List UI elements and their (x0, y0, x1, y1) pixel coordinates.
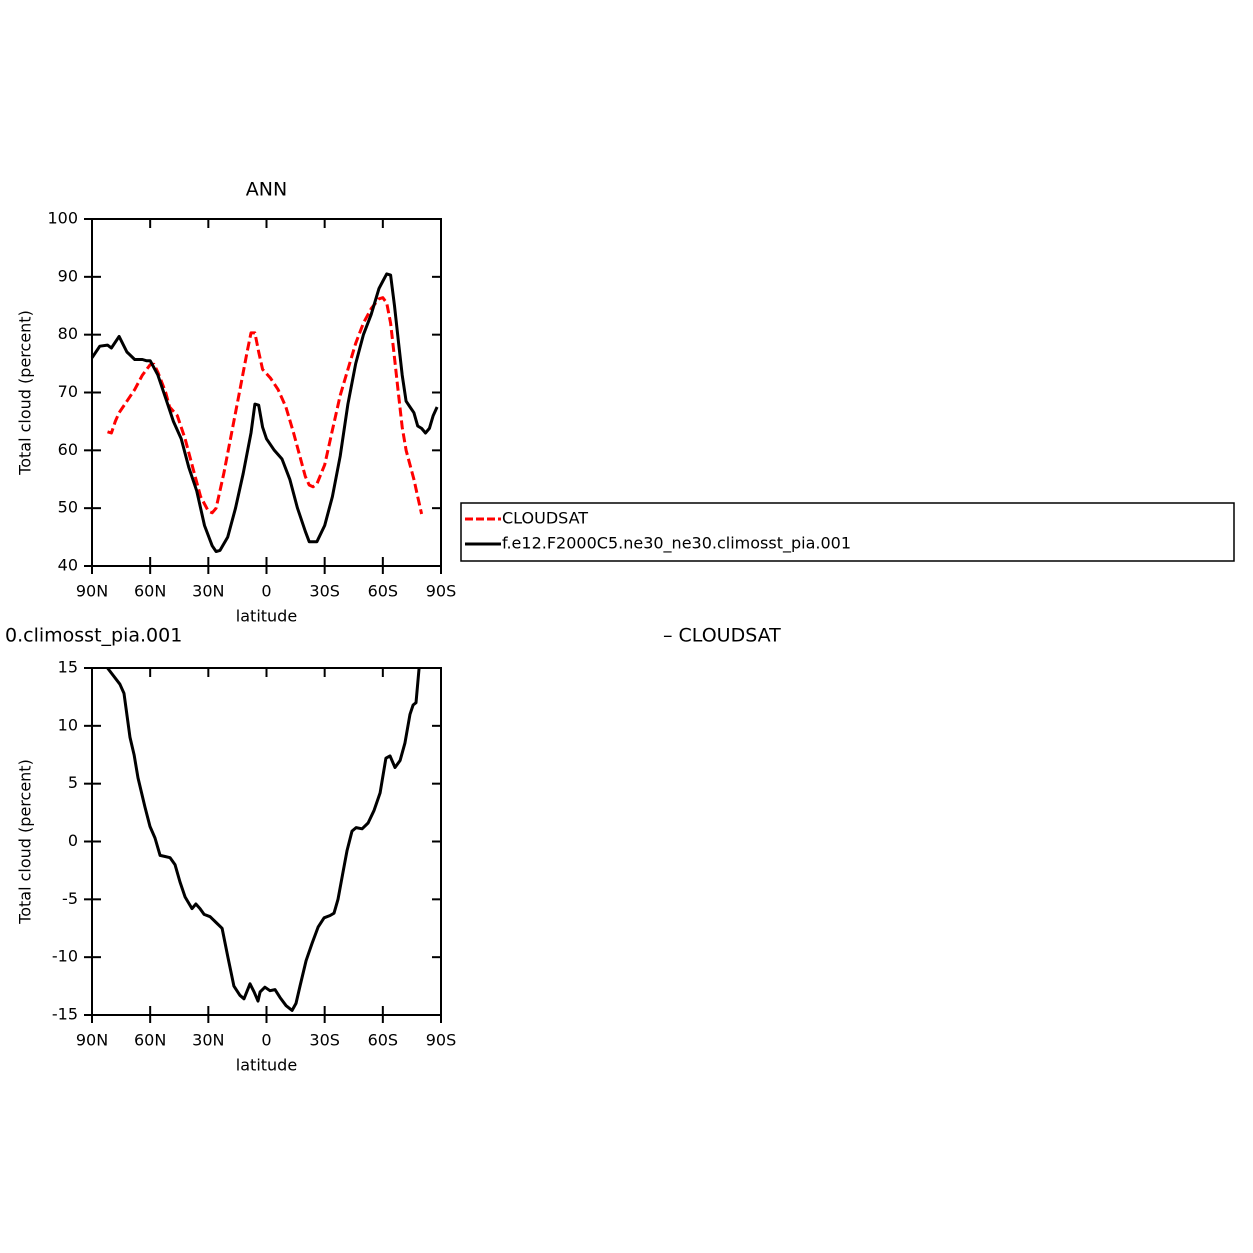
y-tick-label: 15 (58, 658, 78, 677)
x-axis-label: latitude (236, 607, 297, 626)
y-tick-label: 80 (58, 324, 78, 343)
x-tick-label: 90S (426, 1031, 457, 1050)
x-tick-label: 60N (134, 582, 166, 601)
series-line (90, 272, 439, 553)
x-tick-label: 60N (134, 1031, 166, 1050)
x-tick-label: 30N (192, 582, 224, 601)
legend-box (460, 502, 1235, 562)
x-tick-label: 90N (76, 1031, 108, 1050)
x-tick-label: 60S (368, 582, 399, 601)
plot-frame (91, 218, 442, 567)
y-tick-label: -5 (62, 889, 78, 908)
y-tick-label: 90 (58, 266, 78, 285)
y-axis-label: Total cloud (percent) (16, 759, 35, 925)
x-tick-label: 60S (368, 1031, 399, 1050)
legend-label: CLOUDSAT (502, 509, 588, 528)
y-tick-label: 50 (58, 498, 78, 517)
x-tick-label: 90N (76, 582, 108, 601)
x-axis-label: latitude (236, 1056, 297, 1075)
plot-frame (91, 667, 442, 1016)
y-tick-label: -10 (52, 947, 78, 966)
y-tick-label: 0 (68, 831, 78, 850)
x-tick-label: 0 (261, 1031, 271, 1050)
y-axis-label: Total cloud (percent) (16, 310, 35, 476)
chart-title-right: – CLOUDSAT (663, 625, 781, 647)
x-tick-label: 0 (261, 582, 271, 601)
y-tick-label: 70 (58, 382, 78, 401)
chart-title-left: 0.climosst_pia.001 (5, 625, 182, 647)
chart-title: ANN (246, 179, 287, 201)
x-tick-label: 90S (426, 582, 457, 601)
y-tick-label: -15 (52, 1005, 78, 1024)
y-tick-label: 10 (58, 715, 78, 734)
y-tick-label: 100 (47, 209, 78, 228)
x-tick-label: 30S (309, 1031, 340, 1050)
x-tick-label: 30N (192, 1031, 224, 1050)
series-line (106, 667, 421, 1012)
series-line (107, 296, 424, 515)
y-tick-label: 60 (58, 440, 78, 459)
y-tick-label: 40 (58, 556, 78, 575)
x-tick-label: 30S (309, 582, 340, 601)
legend-label: f.e12.F2000C5.ne30_ne30.climosst_pia.001 (502, 534, 851, 554)
y-tick-label: 5 (68, 773, 78, 792)
